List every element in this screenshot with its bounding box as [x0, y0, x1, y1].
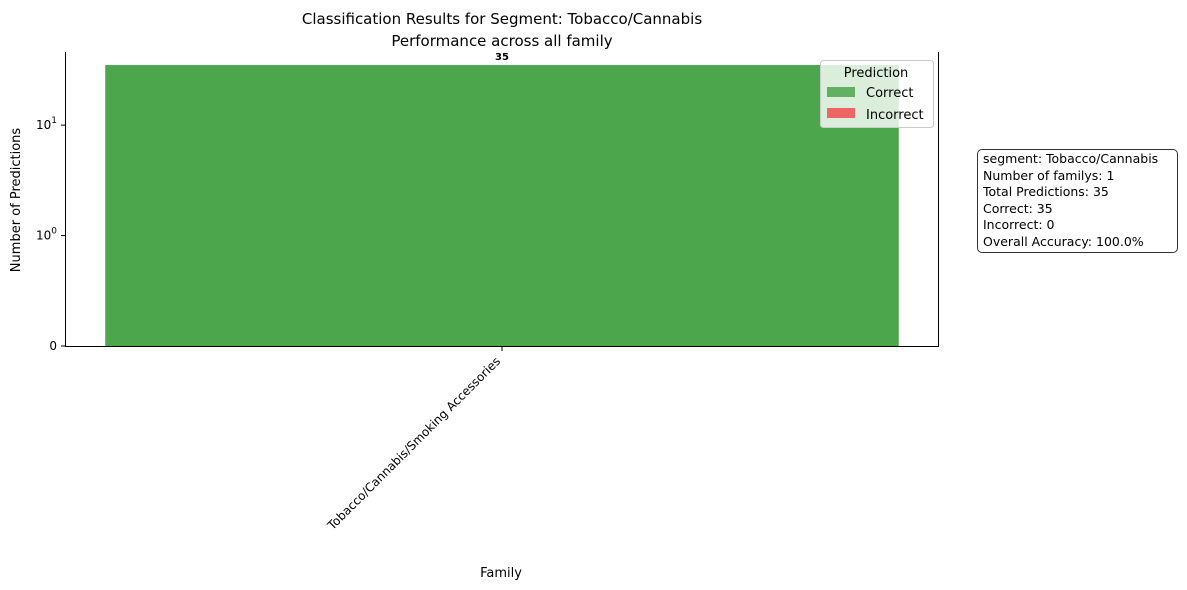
bar-correct — [105, 65, 899, 346]
stats-line-incorrect: Incorrect: 0 — [983, 217, 1055, 232]
legend-swatch-correct — [827, 87, 855, 97]
stats-line-accuracy: Overall Accuracy: 100.0% — [983, 233, 1144, 249]
x-ticks-layer: Tobacco/Cannabis/Smoking Accessories — [324, 346, 503, 533]
legend: Prediction Correct Incorrect — [820, 60, 934, 128]
stats-line-correct: Correct: 35 — [983, 200, 1053, 216]
x-tick-label: Tobacco/Cannabis/Smoking Accessories — [324, 354, 503, 533]
x-axis-label: Family — [480, 566, 522, 581]
y-tick-label: 100 — [36, 227, 57, 243]
stats-line-segment: segment: Tobacco/Cannabis — [983, 151, 1159, 166]
y-axis-label: Number of Predictions — [9, 128, 24, 273]
chart-title: Classification Results for Segment: Toba… — [302, 10, 702, 28]
legend-label-correct: Correct — [866, 86, 913, 101]
legend-swatch-incorrect — [827, 108, 855, 118]
bar-labels-layer: 35 — [495, 52, 509, 63]
y-ticks-layer: 0 100 101 — [36, 116, 66, 353]
bar-value-label: 35 — [495, 52, 509, 63]
stats-line-total: Total Predictions: 35 — [983, 184, 1109, 199]
stats-box: segment: Tobacco/Cannabis Number of fami… — [977, 149, 1178, 253]
y-tick-label: 101 — [36, 116, 57, 132]
bars-layer — [105, 65, 899, 346]
stats-line-family-count: Number of familys: 1 — [983, 167, 1115, 183]
y-tick-label: 0 — [49, 339, 57, 353]
legend-label-incorrect: Incorrect — [866, 108, 924, 123]
chart-subtitle: Performance across all family — [391, 32, 612, 50]
legend-title: Prediction — [844, 66, 909, 81]
